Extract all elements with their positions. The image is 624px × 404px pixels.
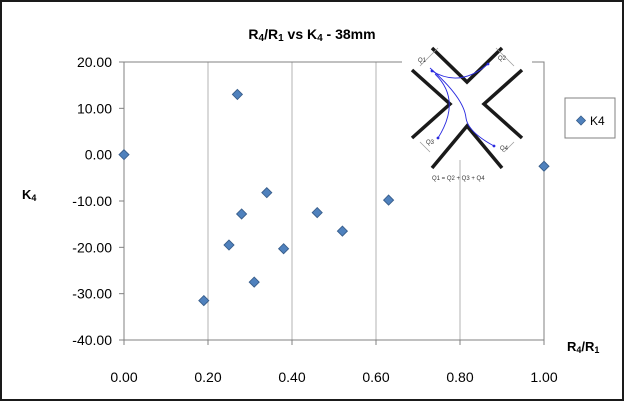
x-axis-label: R4/R1 <box>567 339 599 355</box>
intersection-diagram: Q1 Q2 Q3 Q4 Q1 = Q2 + Q3 + Q4 <box>402 40 532 182</box>
x-tick-label: 0.20 <box>194 369 221 385</box>
x-tick-label: 0.80 <box>446 369 473 385</box>
inset-label: Q1 <box>418 58 427 64</box>
legend-marker <box>575 115 587 126</box>
data-point <box>261 187 273 199</box>
data-point <box>311 206 323 219</box>
x-tick-label: 0.40 <box>278 369 305 385</box>
y-tick-label: -10.00 <box>72 193 112 209</box>
x-tick-label: 0.60 <box>362 369 389 385</box>
data-point <box>223 239 235 251</box>
chart-title: R4/R1 vs K4 - 38mm <box>248 26 375 44</box>
data-point <box>231 88 244 101</box>
y-tick-label: 0.00 <box>85 147 112 163</box>
data-point <box>277 243 290 255</box>
y-axis-label: K4 <box>22 187 36 203</box>
x-tick-label: 0.00 <box>110 369 137 385</box>
inset-label: Q3 <box>426 140 435 146</box>
legend-label: K4 <box>590 114 605 128</box>
inset-label: Q4 <box>500 146 509 152</box>
data-point <box>538 160 550 172</box>
y-tick-label: -40.00 <box>72 332 112 348</box>
inset-label: Q2 <box>498 56 507 62</box>
y-tick-label: -20.00 <box>72 239 112 255</box>
data-point <box>118 149 130 161</box>
data-point <box>198 294 210 307</box>
y-axis: 20.00 10.00 0.00 -10.00 -20.00 -30.00 -40.00 <box>72 54 124 348</box>
legend: K4 <box>564 97 616 139</box>
x-tick-label: 1.00 <box>530 369 557 385</box>
data-point <box>248 276 260 288</box>
data-point <box>336 225 349 237</box>
inset-equation: Q1 = Q2 + Q3 + Q4 <box>432 176 485 182</box>
data-point <box>235 208 248 220</box>
y-tick-label: 20.00 <box>77 54 112 70</box>
data-point <box>382 194 395 206</box>
data-points <box>118 88 550 307</box>
y-tick-label: -30.00 <box>72 286 112 302</box>
scatter-chart: R4/R1 vs K4 - 38mm 20.00 10.00 0.00 -10.00 -… <box>22 26 616 385</box>
x-axis: 0.00 0.20 0.40 0.60 0.80 1.00 <box>110 340 558 385</box>
y-tick-label: 10.00 <box>77 100 112 116</box>
